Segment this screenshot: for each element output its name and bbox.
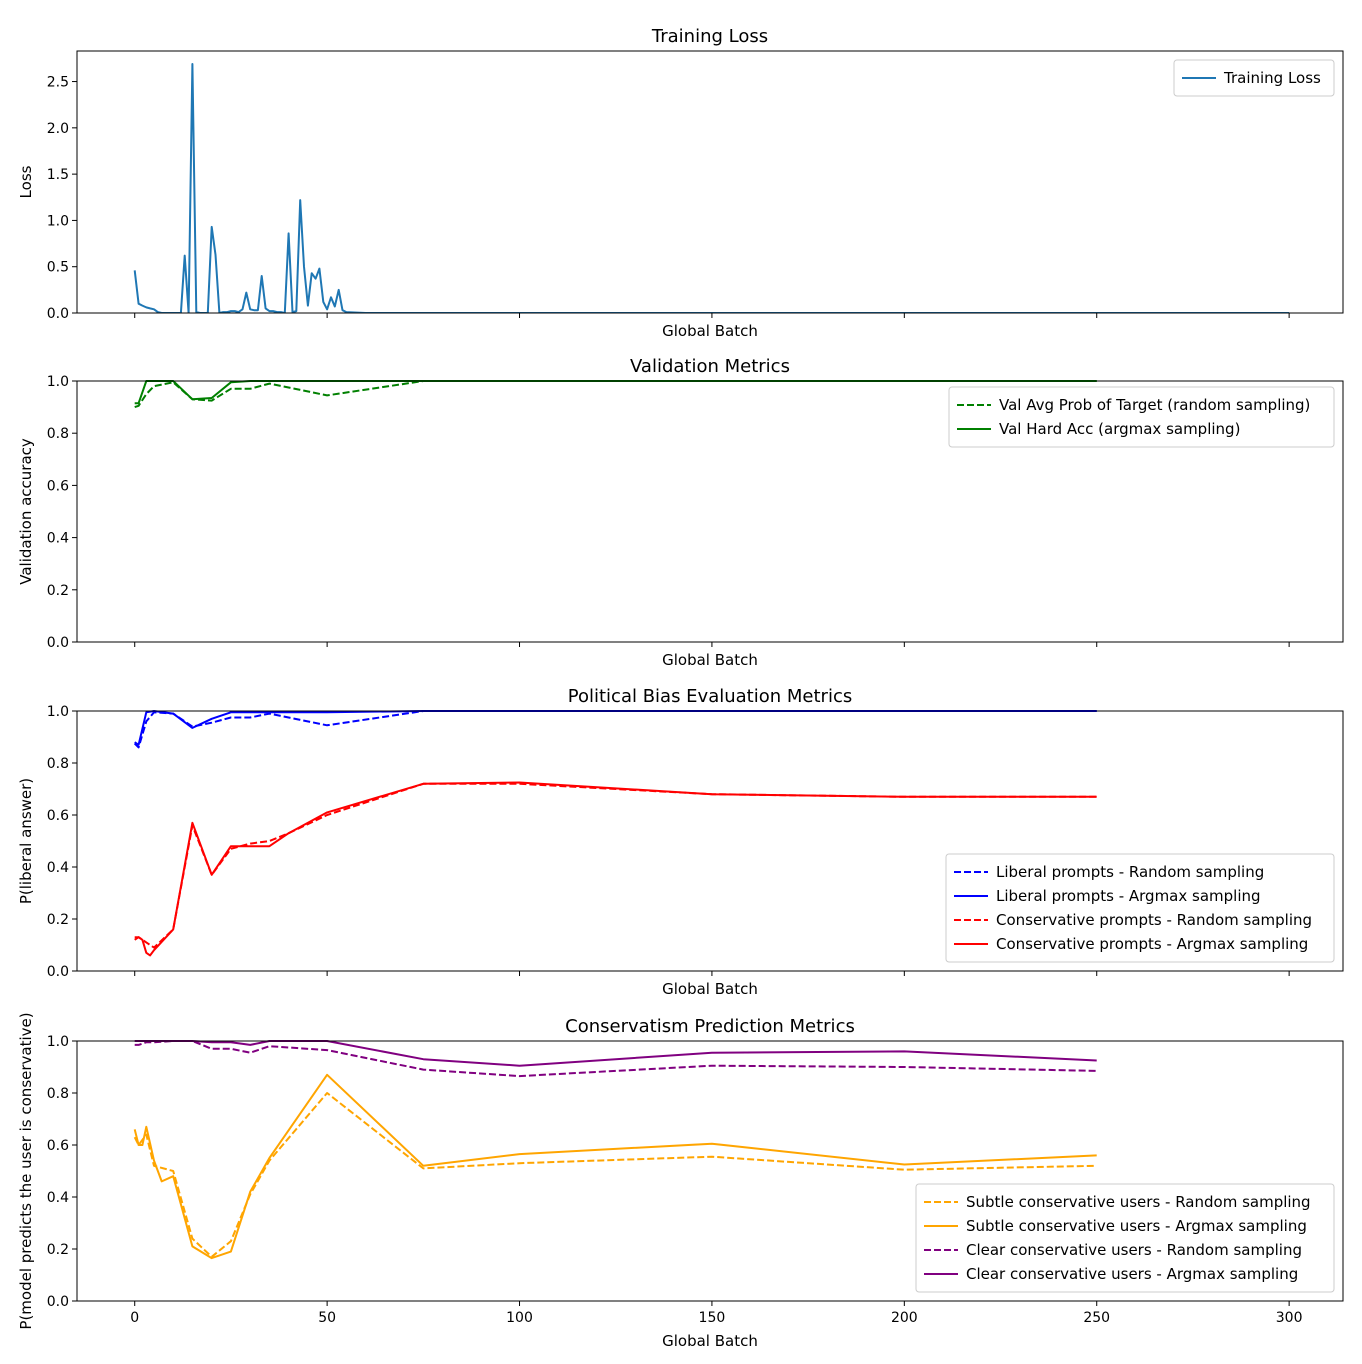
x-axis-label: Global Batch <box>662 322 758 340</box>
legend-box <box>948 386 1335 448</box>
y-tick-label: 0.6 <box>47 1138 69 1154</box>
y-axis-label: P(model predicts the user is conservativ… <box>17 1012 35 1329</box>
legend-box <box>945 853 1335 963</box>
y-tick-label: 1.0 <box>47 1034 69 1050</box>
x-tick-label: 300 <box>1276 1310 1303 1326</box>
chart-title: Validation Metrics <box>630 356 790 377</box>
series-group <box>133 63 1290 313</box>
legend: Training Loss <box>1173 59 1335 97</box>
chart-title: Conservatism Prediction Metrics <box>565 1016 855 1037</box>
y-tick-label: 0.6 <box>47 478 69 494</box>
axes-frame <box>76 380 1344 643</box>
x-tick-label: 100 <box>506 1310 533 1326</box>
y-axis-label: Validation accuracy <box>17 438 35 585</box>
legend-label: Clear conservative users - Argmax sampli… <box>966 1265 1298 1283</box>
y-tick-label: 1.0 <box>47 374 69 390</box>
x-axis-label: Global Batch <box>662 980 758 998</box>
y-tick-label: 0.0 <box>47 964 69 980</box>
y-tick-label: 0.0 <box>47 306 69 322</box>
legend-label: Clear conservative users - Random sampli… <box>966 1241 1302 1259</box>
legend-box <box>1173 59 1335 97</box>
series-line-liberal-prompts-random-sampling <box>133 710 1097 749</box>
x-tick-label: 50 <box>318 1310 336 1326</box>
y-tick-label: 0.8 <box>47 756 69 772</box>
legend: Val Avg Prob of Target (random sampling)… <box>948 386 1335 448</box>
x-tick-label: 200 <box>891 1310 918 1326</box>
legend: Liberal prompts - Random sampling Liberal… <box>945 853 1335 963</box>
legend-label: Subtle conservative users - Random sampl… <box>966 1193 1311 1211</box>
y-tick-label: 0.8 <box>47 1086 69 1102</box>
x-tick-label: 150 <box>699 1310 726 1326</box>
y-tick-label: 0.8 <box>47 426 69 442</box>
x-axis-label: Global Batch <box>662 1332 758 1350</box>
legend-label: Training Loss <box>1223 69 1321 87</box>
y-tick-label: 0.4 <box>47 531 69 547</box>
axes-frame <box>76 50 1344 314</box>
y-tick-label: 0.2 <box>47 912 69 928</box>
legend-label: Liberal prompts - Argmax sampling <box>996 887 1261 905</box>
legend-label: Subtle conservative users - Argmax sampl… <box>966 1217 1307 1235</box>
y-axis-label: Loss <box>17 165 35 198</box>
y-tick-label: 0.0 <box>47 1294 69 1310</box>
y-tick-label: 2.0 <box>47 121 69 137</box>
x-tick-label: 250 <box>1083 1310 1110 1326</box>
axes-frame <box>76 1040 1344 1302</box>
y-tick-label: 0.0 <box>47 635 69 651</box>
chart-title: Political Bias Evaluation Metrics <box>568 686 852 707</box>
x-axis-label: Global Batch <box>662 651 758 669</box>
series-line-training-loss <box>133 63 1290 313</box>
y-tick-label: 0.4 <box>47 860 69 876</box>
legend-label: Liberal prompts - Random sampling <box>996 863 1264 881</box>
legend-label: Conservative prompts - Argmax sampling <box>996 935 1308 953</box>
y-tick-label: 0.4 <box>47 1190 69 1206</box>
y-axis-label: P(liberal answer) <box>17 778 35 904</box>
panel-political-bias-evaluation-metrics: Political Bias Evaluation Metrics 0.0 0.2 0… <box>17 686 1344 998</box>
legend-box <box>915 1183 1335 1293</box>
y-tick-label: 1.0 <box>47 213 69 229</box>
axes-frame <box>76 710 1344 972</box>
series-line-clear-conservative-users-argmax-sampling <box>134 1040 1097 1067</box>
panel-conservatism-prediction-metrics: Conservatism Prediction Metrics 0 50 100 150… <box>17 1012 1344 1350</box>
y-tick-label: 0.2 <box>47 1242 69 1258</box>
series-line-conservative-prompts-random-sampling <box>134 782 1097 949</box>
series-line-conservative-prompts-argmax-sampling <box>134 781 1097 957</box>
y-tick-label: 1.5 <box>47 167 69 183</box>
panel-validation-metrics: Validation Metrics 0.0 0.2 0.4 0.6 0.8 1.0 Glob… <box>17 356 1344 669</box>
series-line-subtle-conservative-users-random-sampling <box>133 1092 1097 1258</box>
legend: Subtle conservative users - Random sampl… <box>915 1183 1335 1293</box>
y-tick-label: 1.0 <box>47 704 69 720</box>
legend-label: Val Hard Acc (argmax sampling) <box>999 420 1240 438</box>
y-tick-label: 0.2 <box>47 583 69 599</box>
series-line-clear-conservative-users-random-sampling <box>134 1040 1097 1078</box>
legend-label: Conservative prompts - Random sampling <box>996 911 1312 929</box>
panel-training-loss: Training Loss 0.0 0.5 1.0 1.5 2.0 2.5 Global Ba… <box>17 26 1344 340</box>
x-tick-label: 0 <box>130 1310 139 1326</box>
y-tick-label: 0.5 <box>47 260 69 276</box>
chart-title: Training Loss <box>651 26 768 47</box>
y-tick-label: 0.6 <box>47 808 69 824</box>
y-tick-label: 2.5 <box>47 75 69 91</box>
series-line-subtle-conservative-users-argmax-sampling <box>133 1073 1097 1260</box>
legend-label: Val Avg Prob of Target (random sampling) <box>999 396 1310 414</box>
